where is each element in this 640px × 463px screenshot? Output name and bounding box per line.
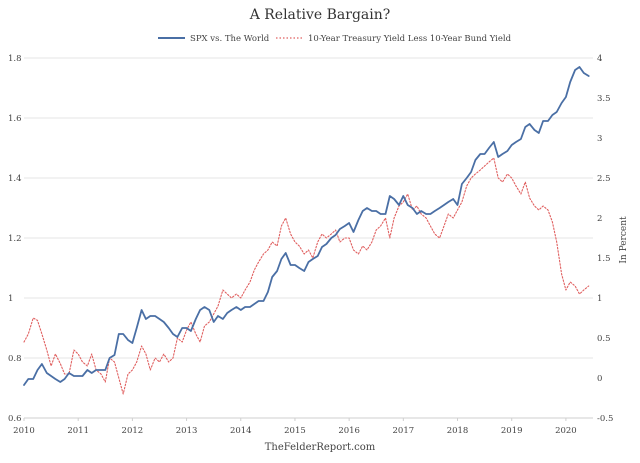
left-axis-tick-label: 1.2 (8, 234, 22, 244)
x-axis-tick-label: 2011 (67, 426, 89, 436)
right-axis-tick-label: 4 (597, 54, 602, 64)
series-line-yield-spread (23, 157, 590, 395)
gridlines (24, 57, 593, 419)
right-axis-tick-label: 3.5 (597, 94, 611, 104)
right-axis-label: In Percent (619, 216, 629, 264)
left-axis-tick-label: 1 (8, 294, 13, 304)
series-layer (23, 66, 590, 395)
right-axis-tick-label: 1 (597, 294, 602, 304)
x-axis-tick-label: 2013 (176, 426, 198, 436)
right-axis-tick-label: 0.5 (597, 334, 611, 344)
right-axis-tick-label: 2.5 (597, 174, 611, 184)
x-axis-tick-label: 2017 (393, 426, 415, 436)
x-axis-ticks: 2010 2011 2012 2013 2014 2015 2016 2017 2018 2019… (13, 418, 577, 436)
x-axis-tick-label: 2018 (447, 426, 469, 436)
x-axis-tick-label: 2014 (230, 426, 252, 436)
x-axis-tick-label: 2016 (338, 426, 360, 436)
series-line-spx-vs-world (23, 66, 590, 386)
left-axis-tick-label: 0.8 (8, 354, 22, 364)
x-axis-tick-label: 2010 (13, 426, 35, 436)
x-axis-tick-label: 2019 (501, 426, 523, 436)
right-axis-tick-label: 0 (597, 374, 602, 384)
x-axis-tick-label: 2015 (284, 426, 306, 436)
legend-label-series-1: SPX vs. The World (190, 34, 270, 44)
legend: SPX vs. The World 10-Year Treasury Yield… (158, 34, 512, 44)
x-axis-tick-label: 2020 (555, 426, 577, 436)
left-axis-ticks: 0.6 0.8 1 1.2 1.4 1.6 1.8 (8, 54, 22, 424)
right-axis-tick-label: 2 (597, 214, 602, 224)
right-axis-tick-label: -0.5 (597, 414, 613, 424)
source-credit: TheFelderReport.com (265, 442, 376, 453)
right-axis-tick-label: 1.5 (597, 254, 611, 264)
right-axis-tick-label: 3 (597, 134, 602, 144)
left-axis-tick-label: 1.8 (8, 54, 22, 64)
left-axis-tick-label: 1.4 (8, 174, 22, 184)
left-axis-tick-label: 0.6 (8, 414, 22, 424)
legend-label-series-2: 10-Year Treasury Yield Less 10-Year Bund… (308, 34, 512, 44)
chart-title: A Relative Bargain? (249, 7, 391, 23)
left-axis-tick-label: 1.6 (8, 114, 22, 124)
right-axis-ticks: -0.5 0 0.5 1 1.5 2 2.5 3 3.5 4 (597, 54, 613, 424)
x-axis-tick-label: 2012 (122, 426, 144, 436)
